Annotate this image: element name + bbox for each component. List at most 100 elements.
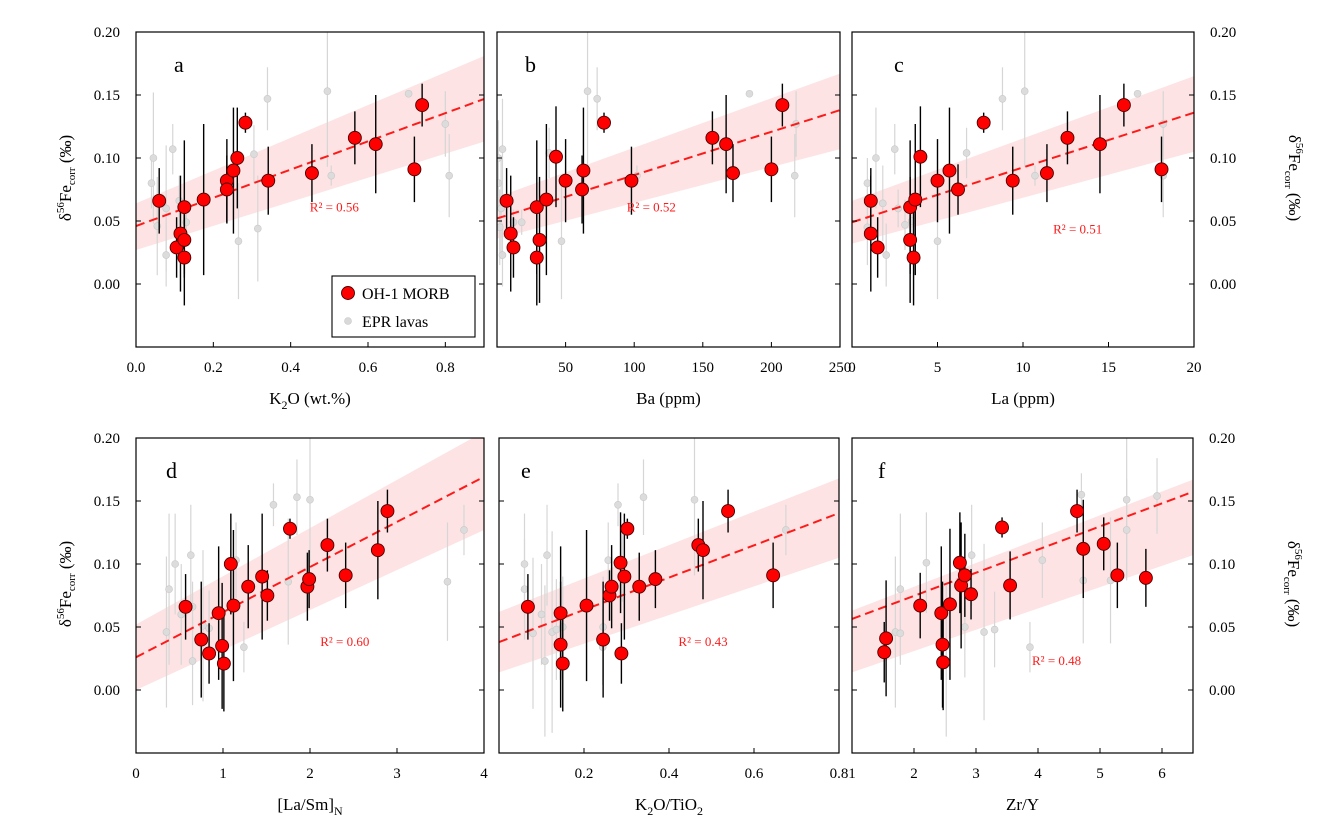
x-axis-label: K2O (wt.%): [269, 389, 351, 412]
oh1-point: [696, 543, 710, 558]
epr-point: [404, 89, 413, 98]
oh1-point: [604, 579, 619, 594]
epr-point: [445, 171, 454, 180]
regression-line: [499, 512, 839, 644]
epr-point: [872, 154, 880, 162]
oh1-point: [261, 173, 276, 188]
oh1-point: [1116, 98, 1131, 113]
y-tick-label: 0.00: [94, 683, 120, 699]
x-axis-label: K2O/TiO2: [635, 795, 703, 818]
oh1-point: [529, 250, 544, 265]
x-tick-label: 0.2: [204, 360, 223, 376]
oh1-point: [238, 115, 253, 130]
oh1-point: [906, 250, 921, 265]
confidence-band: [136, 438, 484, 690]
plot-area: [852, 438, 1193, 737]
x-tick-label: 0.8: [436, 360, 455, 376]
x-tick-label: 20: [1187, 360, 1202, 376]
oh1-point: [499, 193, 514, 208]
confidence-band: [499, 478, 839, 673]
y-tick-label: 0.10: [1209, 557, 1235, 573]
oh1-point: [775, 98, 790, 113]
epr-point: [1038, 556, 1047, 565]
y-tick-label: 0.10: [94, 557, 120, 573]
oh1-point: [721, 504, 736, 519]
oh1-point: [617, 569, 632, 584]
oh1-point: [347, 130, 362, 145]
epr-point: [901, 220, 909, 229]
oh1-point: [283, 521, 297, 536]
y-axis-label: δ56Fecorr (‰): [55, 541, 78, 627]
epr-point: [541, 657, 549, 665]
oh1-point: [930, 173, 945, 188]
epr-point: [498, 145, 507, 153]
epr-point: [1077, 490, 1086, 499]
panel-letter: c: [894, 52, 904, 77]
epr-point: [250, 150, 258, 159]
epr-point: [863, 179, 872, 187]
confidence-band: [852, 479, 1193, 673]
y-axis-label-right: δ56Fecorr (‰): [1282, 135, 1305, 221]
x-tick-label: 2: [910, 766, 918, 782]
oh1-point: [908, 192, 923, 207]
oh1-point: [1076, 541, 1091, 556]
epr-point: [497, 179, 503, 187]
epr-point: [187, 551, 195, 559]
epr-point: [269, 500, 278, 509]
oh1-point: [407, 162, 422, 177]
panel-letter: f: [878, 458, 886, 483]
r-squared-label: R² = 0.51: [1053, 222, 1102, 237]
panel-b: 50 100 150 200 250 Ba (ppm) b R² = 0.52: [496, 31, 852, 408]
oh1-point: [957, 568, 972, 583]
oh1-point: [1092, 137, 1107, 152]
oh1-point: [935, 637, 950, 652]
regression-line: [136, 475, 484, 659]
oh1-point: [304, 166, 319, 181]
oh1-point: [211, 606, 226, 621]
epr-point: [147, 179, 156, 187]
r-squared-label: R² = 0.43: [678, 634, 727, 649]
plot-frame: [851, 437, 1194, 754]
epr-point: [890, 145, 899, 153]
y-tick-label: 0.05: [1210, 214, 1236, 230]
x-tick-label: 3: [393, 766, 401, 782]
oh1-point: [368, 137, 383, 152]
oh1-point: [380, 504, 395, 519]
epr-point: [168, 145, 177, 153]
epr-point: [162, 204, 170, 213]
x-tick-label: 0.4: [281, 360, 300, 376]
epr-point: [1122, 526, 1131, 534]
oh1-point: [219, 182, 234, 197]
oh1-point: [302, 572, 317, 587]
epr-point: [557, 237, 566, 245]
oh1-point: [942, 163, 957, 178]
epr-point: [537, 610, 546, 619]
oh1-point: [913, 598, 928, 613]
r-squared-label: R² = 0.48: [1032, 653, 1081, 668]
x-axis-label: Zr/Y: [1006, 795, 1039, 814]
panel-letter: a: [174, 52, 184, 77]
oh1-point: [202, 646, 217, 661]
plot-area: [136, 438, 484, 712]
r-squared-label: R² = 0.60: [320, 634, 369, 649]
oh1-point: [503, 226, 518, 241]
epr-point: [1153, 492, 1161, 500]
epr-point: [961, 623, 969, 631]
epr-point: [604, 556, 613, 565]
epr-point: [460, 526, 468, 534]
y-tick-label: 0.20: [94, 431, 120, 447]
epr-point: [745, 89, 754, 98]
oh1-point: [620, 521, 635, 536]
x-tick-label: 2: [306, 766, 314, 782]
y-tick-label: 0.05: [94, 214, 120, 230]
oh1-point: [553, 606, 568, 621]
oh1-point: [579, 598, 594, 613]
oh1-point: [903, 232, 918, 247]
oh1-point: [863, 193, 878, 208]
x-tick-label: 250: [829, 360, 852, 376]
legend-label-epr: EPR lavas: [362, 314, 428, 331]
oh1-point: [976, 115, 991, 130]
y-tick-label: 0.15: [1209, 494, 1235, 510]
panel-letter: e: [521, 458, 531, 483]
